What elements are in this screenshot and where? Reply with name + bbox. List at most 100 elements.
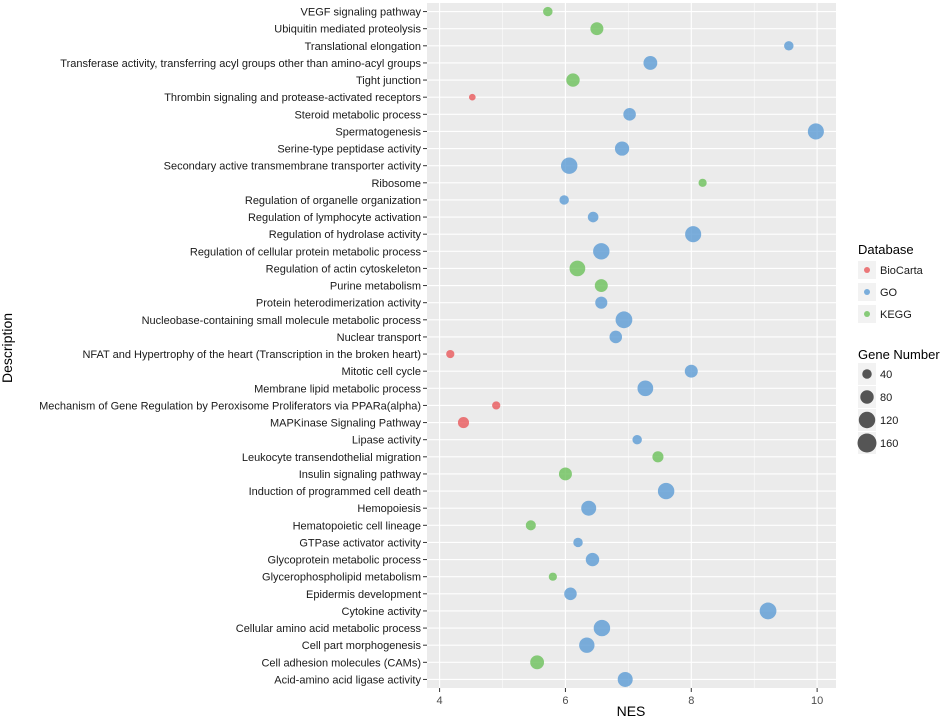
data-point	[807, 123, 824, 140]
y-tick-label: Insulin signaling pathway	[299, 469, 422, 481]
y-tick-label: Lipase activity	[352, 435, 422, 447]
y-tick-label: Thrombin signaling and protease-activate…	[164, 92, 421, 104]
color-legend: Database BioCarta GO KEGG	[858, 242, 924, 323]
data-point	[594, 279, 608, 293]
y-tick-label: NFAT and Hypertrophy of the heart (Trans…	[82, 349, 421, 361]
size-legend-label: 160	[880, 438, 898, 450]
data-points	[446, 6, 824, 687]
color-legend-key	[864, 267, 870, 273]
x-tick-label: 10	[811, 695, 823, 707]
size-legend-key	[862, 369, 872, 379]
data-point	[623, 108, 636, 121]
y-tick-label: Glycoprotein metabolic process	[268, 555, 422, 567]
y-tick-label: Hematopoietic cell lineage	[293, 520, 421, 532]
size-legend-label: 80	[880, 392, 892, 404]
color-legend-key	[864, 289, 870, 295]
y-tick-label: Steroid metabolic process	[294, 109, 421, 121]
size-legend: Gene Number 40 80 120 160	[857, 347, 940, 454]
x-tick-label: 4	[437, 695, 443, 707]
y-tick-label: Secondary active transmembrane transport…	[164, 161, 422, 173]
y-tick-label: Transferase activity, transferring acyl …	[60, 58, 421, 70]
data-point	[446, 349, 455, 359]
y-tick-label: MAPKinase Signaling Pathway	[270, 418, 422, 430]
data-point	[657, 482, 675, 500]
data-point	[784, 41, 794, 51]
data-point	[492, 401, 501, 410]
data-point	[643, 56, 658, 70]
y-tick-label: Hemopoiesis	[357, 503, 421, 515]
x-tick-label: 6	[562, 695, 568, 707]
data-point	[581, 500, 597, 516]
data-point	[593, 619, 611, 637]
data-point	[457, 417, 470, 429]
y-tick-label: Ribosome	[371, 178, 421, 190]
data-point	[573, 537, 583, 548]
y-tick-label: Cytokine activity	[342, 606, 422, 618]
color-legend-key	[864, 311, 870, 317]
data-point	[564, 587, 577, 601]
color-legend-title: Database	[858, 242, 914, 257]
y-tick-label: Regulation of hydrolase activity	[269, 229, 422, 241]
y-tick-label: Translational elongation	[305, 41, 421, 53]
y-tick-label: Cellular amino acid metabolic process	[236, 623, 422, 635]
data-point	[684, 364, 698, 378]
data-point	[614, 141, 630, 156]
y-tick-label: Glycerophospholipid metabolism	[262, 572, 421, 584]
grid-lines	[427, 3, 836, 688]
data-point	[559, 195, 569, 205]
data-point	[525, 520, 536, 531]
data-point	[543, 6, 553, 17]
y-tick-label: Nucleobase-containing small molecule met…	[142, 315, 422, 327]
size-legend-label: 40	[880, 369, 892, 381]
data-point	[530, 655, 545, 670]
data-point	[615, 311, 633, 329]
y-tick-label: Mechanism of Gene Regulation by Peroxiso…	[39, 400, 421, 412]
x-axis-ticks: 4 6 8 10	[437, 688, 823, 707]
y-axis-ticks: VEGF signaling pathway Ubiquitin mediated…	[39, 7, 427, 686]
size-legend-title: Gene Number	[858, 347, 940, 362]
data-point	[560, 157, 578, 174]
y-tick-label: Acid-amino acid ligase activity	[274, 674, 421, 686]
data-point	[652, 451, 664, 463]
data-point	[593, 243, 610, 260]
data-point	[595, 296, 608, 309]
y-tick-label: Regulation of organelle organization	[245, 195, 421, 207]
data-point	[548, 572, 557, 581]
data-point	[759, 602, 777, 620]
color-legend-label: GO	[880, 287, 898, 299]
y-tick-label: Leukocyte transendothelial migration	[242, 452, 421, 464]
y-tick-label: Regulation of lymphocyte activation	[248, 212, 421, 224]
y-tick-label: VEGF signaling pathway	[301, 7, 422, 19]
data-point	[632, 434, 642, 445]
panel-background	[427, 3, 836, 688]
color-legend-label: KEGG	[880, 309, 912, 321]
y-tick-label: Nuclear transport	[337, 332, 421, 344]
data-point	[685, 226, 702, 243]
data-point	[698, 178, 707, 187]
data-point	[590, 22, 604, 36]
x-tick-label: 8	[688, 695, 694, 707]
size-legend-key	[860, 390, 874, 404]
y-tick-label: GTPase activator activity	[299, 537, 421, 549]
size-legend-key	[857, 433, 877, 453]
y-tick-label: Serine-type peptidase activity	[277, 144, 421, 156]
y-tick-label: Membrane lipid metabolic process	[254, 383, 421, 395]
data-point	[558, 467, 572, 481]
data-point	[617, 671, 633, 687]
y-tick-label: Regulation of actin cytoskeleton	[266, 263, 421, 275]
data-point	[566, 73, 580, 87]
y-tick-label: Protein heterodimerization activity	[256, 298, 422, 310]
y-tick-label: Ubiquitin mediated proteolysis	[274, 24, 421, 36]
y-tick-label: Tight junction	[356, 75, 421, 87]
data-point	[585, 552, 600, 567]
y-tick-label: Cell part morphogenesis	[302, 640, 422, 652]
data-point	[587, 211, 599, 223]
y-tick-label: Induction of programmed cell death	[249, 486, 421, 498]
color-legend-label: BioCarta	[880, 265, 924, 277]
y-tick-label: Spermatogenesis	[335, 126, 421, 138]
y-tick-label: Cell adhesion molecules (CAMs)	[261, 657, 421, 669]
y-tick-label: Regulation of cellular protein metabolic…	[190, 246, 422, 258]
size-legend-key	[858, 411, 876, 429]
data-point	[637, 380, 654, 397]
